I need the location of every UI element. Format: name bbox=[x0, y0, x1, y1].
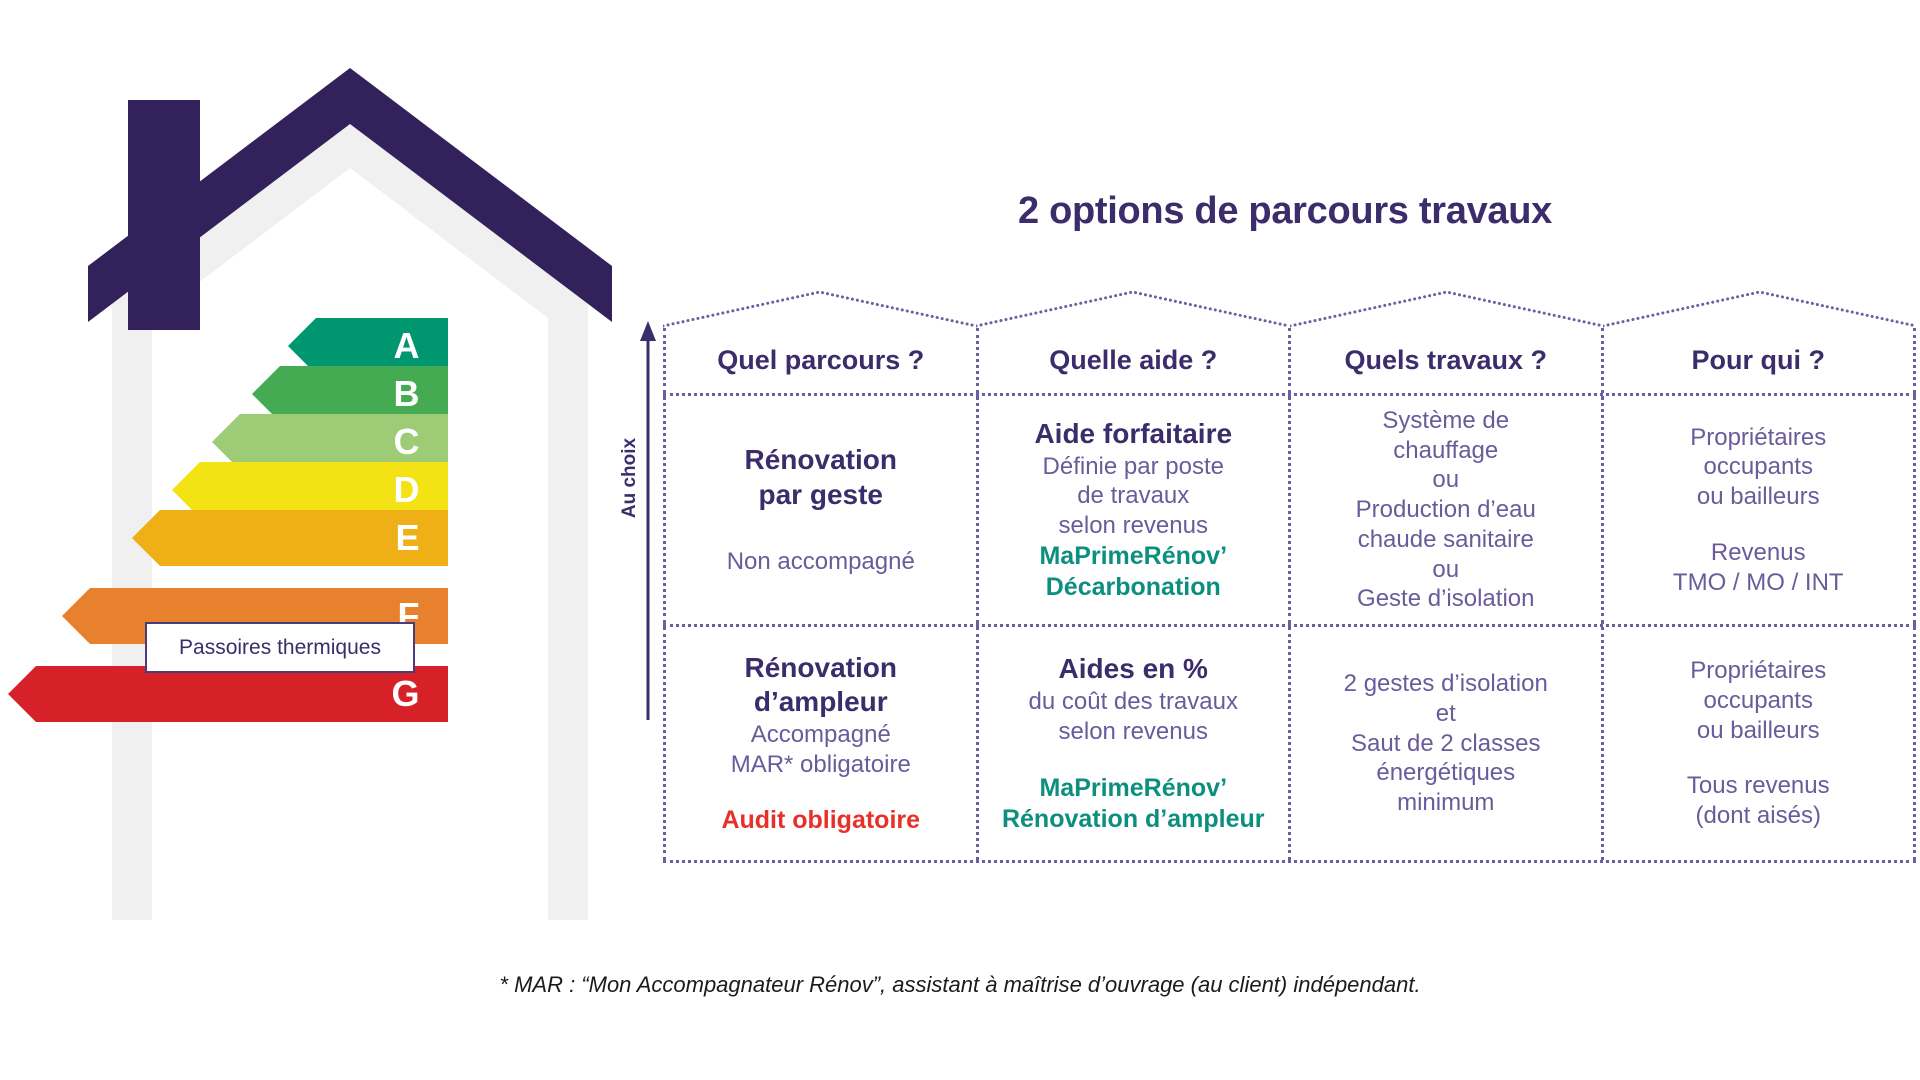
cell-text-line: TMO / MO / INT bbox=[1672, 568, 1844, 596]
column-roof-1 bbox=[976, 288, 1289, 328]
cell-text-line: Non accompagné bbox=[726, 547, 915, 575]
cell-text-line: Rénovation d’ampleur bbox=[1001, 804, 1265, 833]
cell-text-line: ou bbox=[1432, 466, 1460, 494]
cell-text-line: ou bailleurs bbox=[1696, 483, 1820, 511]
cell-text-line: Aides en % bbox=[1058, 653, 1208, 685]
table-header-row: Quel parcours ? Quelle aide ? Quels travau… bbox=[663, 328, 1916, 393]
column-header-1: Quelle aide ? bbox=[975, 328, 1289, 393]
footnote-mar-definition: * MAR : “Mon Accompagnateur Rénov”, assi… bbox=[499, 972, 1421, 997]
cell-text-line: Propriétaires bbox=[1690, 657, 1827, 685]
cell-text-line: Audit obligatoire bbox=[721, 806, 921, 835]
passoires-thermiques-callout: Passoires thermiques bbox=[145, 622, 415, 673]
up-arrow-icon bbox=[640, 321, 656, 720]
cell-text-line: MaPrimeRénov’ bbox=[1039, 541, 1228, 570]
roof bbox=[88, 68, 612, 322]
cell-renovation-par-geste-3: Propriétaires occupants ou bailleurs Revenu… bbox=[1600, 396, 1916, 624]
cell-text-line: Rénovation bbox=[744, 444, 897, 476]
dpe-letter-e: E bbox=[395, 517, 420, 558]
cell-text-line: de travaux bbox=[1077, 482, 1190, 510]
au-choix-label: Au choix bbox=[619, 437, 641, 519]
cell-text-line: selon revenus bbox=[1058, 512, 1208, 540]
cell-text-line: ou bbox=[1432, 555, 1460, 583]
column-header-label: Quels travaux ? bbox=[1344, 345, 1548, 375]
cell-text-line: Tous revenus bbox=[1686, 772, 1830, 800]
cell-text-line: ou bailleurs bbox=[1696, 716, 1820, 744]
dpe-bar-shape bbox=[172, 462, 448, 518]
cell-text-line: Saut de 2 classes bbox=[1351, 729, 1541, 757]
table-row-renovation-d-ampleur: Rénovation d’ampleur Accompagné MAR* obliga… bbox=[663, 624, 1916, 863]
cell-text-line: Aide forfaitaire bbox=[1034, 418, 1233, 450]
dpe-bar-a: A bbox=[288, 318, 448, 374]
dpe-bar-shape bbox=[252, 366, 448, 422]
cell-renovation-d-ampleur-2: 2 gestes d’isolation et Saut de 2 classes é… bbox=[1288, 627, 1601, 860]
cell-renovation-d-ampleur-3: Propriétaires occupants ou bailleurs Tous r… bbox=[1600, 627, 1916, 860]
cell-text-line: chauffage bbox=[1393, 436, 1499, 464]
cell-text-line: Propriétaires bbox=[1690, 423, 1827, 451]
column-header-label: Quel parcours ? bbox=[717, 345, 925, 375]
cell-renovation-par-geste-2: Système de chauffage ou Production d’eau cha… bbox=[1288, 396, 1601, 624]
column-header-0: Quel parcours ? bbox=[663, 328, 976, 393]
cell-text-line: occupants bbox=[1703, 686, 1813, 714]
column-header-label: Pour qui ? bbox=[1691, 345, 1825, 375]
column-header-label: Quelle aide ? bbox=[1049, 345, 1218, 375]
cell-text-line: Accompagné bbox=[750, 720, 891, 748]
cell-text-line: 2 gestes d’isolation bbox=[1343, 670, 1548, 698]
cell-text-line: minimum bbox=[1397, 789, 1495, 817]
dpe-bar-g: G bbox=[8, 666, 448, 722]
dpe-letter-b: B bbox=[393, 373, 420, 414]
column-roof-3 bbox=[1603, 288, 1916, 328]
dpe-bar-shape bbox=[212, 414, 448, 470]
dpe-bar-e: E bbox=[132, 510, 448, 566]
cell-text-line: (dont aisés) bbox=[1695, 802, 1821, 830]
cell-text-line: Geste d’isolation bbox=[1357, 585, 1535, 613]
dpe-bar-d: D bbox=[172, 462, 448, 518]
cell-text-line: d’ampleur bbox=[753, 686, 888, 718]
dpe-letter-d: D bbox=[393, 469, 420, 510]
cell-text-line: Système de bbox=[1382, 406, 1510, 434]
cell-text-line: Revenus bbox=[1710, 538, 1806, 566]
cell-text-line: MaPrimeRénov’ bbox=[1039, 773, 1228, 802]
cell-text-line: énergétiques bbox=[1376, 759, 1516, 787]
cell-text-line: Rénovation bbox=[744, 651, 897, 683]
cell-text-line: MAR* obligatoire bbox=[730, 750, 911, 778]
cell-text-line: du coût des travaux bbox=[1028, 688, 1238, 716]
cell-text-line: par geste bbox=[758, 479, 884, 511]
dpe-letter-g: G bbox=[391, 673, 420, 714]
passoires-thermiques-label: Passoires thermiques bbox=[179, 635, 381, 659]
page-title: 2 options de parcours travaux bbox=[1017, 190, 1552, 232]
dpe-bar-shape bbox=[132, 510, 448, 566]
column-roof-2 bbox=[1290, 288, 1603, 328]
cell-renovation-par-geste-1: Aide forfaitaire Définie par poste de trav… bbox=[975, 396, 1289, 624]
column-roof-0 bbox=[663, 288, 976, 328]
cell-text-line: Définie par poste bbox=[1042, 452, 1224, 480]
column-header-2: Quels travaux ? bbox=[1288, 328, 1601, 393]
dpe-bar-b: B bbox=[252, 366, 448, 422]
cell-renovation-d-ampleur-1: Aides en % du coût des travaux selon reven… bbox=[975, 627, 1289, 860]
table-row-renovation-par-geste: Rénovation par geste Non accompagné Aide fo… bbox=[663, 393, 1916, 624]
cell-text-line: occupants bbox=[1703, 453, 1813, 481]
parcours-comparison-table: Quel parcours ? Quelle aide ? Quels travau… bbox=[663, 288, 1916, 863]
dpe-bar-shape bbox=[288, 318, 448, 374]
column-header-3: Pour qui ? bbox=[1600, 328, 1916, 393]
cell-renovation-d-ampleur-0: Rénovation d’ampleur Accompagné MAR* obliga… bbox=[663, 627, 976, 860]
dpe-letter-a: A bbox=[393, 325, 420, 366]
dpe-bar-shape bbox=[8, 666, 448, 722]
cell-text-line: Décarbonation bbox=[1045, 572, 1221, 601]
cell-text-line: chaude sanitaire bbox=[1357, 525, 1534, 553]
cell-text-line: et bbox=[1435, 699, 1456, 727]
cell-text-line: Production d’eau bbox=[1355, 496, 1536, 524]
au-choix-axis: Au choix bbox=[596, 315, 666, 725]
table-roof-border bbox=[663, 288, 1916, 328]
cell-text-line: selon revenus bbox=[1058, 717, 1208, 745]
cell-renovation-par-geste-0: Rénovation par geste Non accompagné bbox=[663, 396, 976, 624]
dpe-bar-c: C bbox=[212, 414, 448, 470]
dpe-letter-c: C bbox=[393, 421, 420, 462]
